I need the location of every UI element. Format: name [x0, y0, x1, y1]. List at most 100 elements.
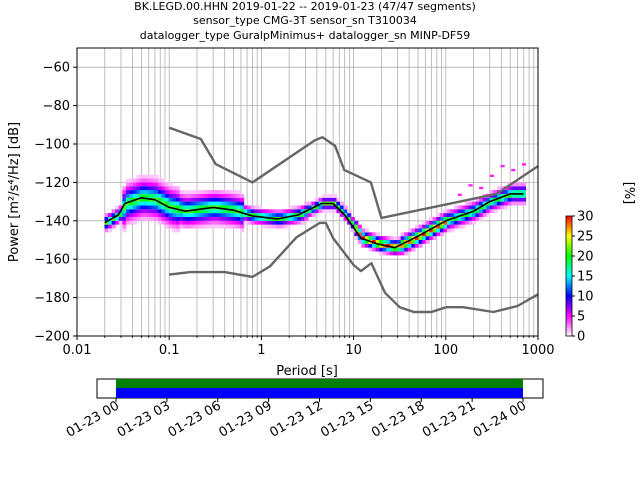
density-cell — [218, 201, 223, 206]
density-cell — [439, 228, 445, 233]
density-cell — [158, 190, 163, 194]
density-cell — [122, 220, 127, 225]
density-cell — [518, 182, 523, 187]
density-cell — [386, 251, 391, 256]
density-cell — [439, 216, 445, 221]
density-cell — [257, 220, 263, 225]
density-cell — [140, 182, 145, 187]
density-cell — [404, 232, 409, 237]
density-cell — [518, 193, 523, 198]
density-cell — [125, 213, 131, 217]
density-cell — [143, 216, 148, 221]
density-cell — [339, 201, 345, 206]
density-cell — [236, 213, 241, 217]
density-cell — [468, 184, 473, 187]
density-cell — [147, 193, 152, 198]
density-cell — [454, 220, 459, 225]
density-cell — [140, 209, 145, 214]
density-cell — [443, 209, 448, 214]
density-cell — [418, 240, 423, 244]
density-cell — [443, 220, 448, 225]
density-cell — [232, 193, 238, 198]
density-cell — [118, 216, 123, 221]
density-cell — [218, 213, 223, 217]
density-cell — [375, 232, 380, 237]
density-cell — [450, 224, 455, 229]
density-cell — [222, 224, 227, 229]
density-cell — [261, 216, 266, 221]
density-cell — [168, 193, 173, 198]
density-cell — [129, 190, 134, 194]
density-cell — [293, 220, 298, 225]
density-cell — [182, 224, 188, 229]
density-cell — [457, 216, 462, 221]
density-cell — [122, 193, 127, 198]
density-cell — [379, 251, 384, 256]
density-cell — [200, 190, 205, 194]
density-cell — [425, 224, 430, 229]
colorbar-gradient — [565, 215, 573, 337]
density-cell — [504, 205, 509, 210]
density-cell — [207, 216, 213, 221]
density-cell — [475, 201, 480, 206]
density-cell — [272, 209, 277, 214]
y-tick-label: −100 — [34, 138, 70, 153]
density-cell — [104, 224, 109, 229]
density-cell — [118, 213, 123, 217]
density-cell — [186, 205, 191, 210]
density-cell — [468, 205, 473, 210]
density-cell — [122, 197, 127, 202]
density-cell — [339, 213, 345, 217]
density-cell — [386, 236, 391, 240]
density-cell — [190, 224, 195, 229]
density-cell — [240, 197, 245, 202]
density-cell — [215, 193, 220, 198]
density-cell — [343, 209, 348, 214]
density-cell — [486, 201, 491, 206]
density-cell — [133, 186, 138, 191]
density-cell — [175, 216, 181, 221]
density-cell — [143, 213, 148, 217]
plot-frame — [76, 47, 539, 337]
density-cell — [133, 178, 138, 183]
density-cell — [361, 228, 366, 233]
density-cell — [507, 201, 512, 206]
density-cell — [229, 213, 234, 217]
density-cell — [129, 178, 134, 183]
density-cell — [182, 193, 188, 198]
density-cell — [143, 178, 148, 183]
density-cell — [375, 243, 380, 248]
density-cell — [229, 193, 234, 198]
density-cell — [125, 201, 131, 206]
density-cell — [172, 190, 177, 194]
density-cell — [140, 216, 145, 221]
density-cell — [218, 197, 223, 202]
density-cell — [147, 174, 152, 179]
density-cell — [479, 197, 484, 202]
density-cell — [240, 220, 245, 225]
density-cell — [222, 197, 227, 202]
density-cell — [186, 213, 191, 217]
density-cell — [179, 190, 184, 194]
y-tick-label: −140 — [34, 214, 70, 229]
density-cell — [190, 205, 195, 210]
density-cell — [225, 190, 230, 194]
density-cell — [357, 224, 362, 229]
density-cell — [279, 209, 284, 214]
density-cell — [447, 209, 452, 214]
density-cell — [500, 197, 505, 202]
density-cell — [222, 205, 227, 210]
density-cell — [357, 232, 362, 237]
density-cell — [464, 220, 470, 225]
density-cell — [190, 190, 195, 194]
density-cell — [179, 205, 184, 210]
density-cell — [158, 182, 163, 187]
timeline-tick-label: 01-23 15 — [318, 398, 376, 440]
timeline-tick-label: 01-23 18 — [369, 398, 427, 440]
density-cell — [175, 201, 181, 206]
density-cell — [222, 190, 227, 194]
density-cell — [140, 205, 145, 210]
density-cell — [165, 197, 170, 202]
density-cell — [272, 213, 277, 217]
density-cell — [314, 205, 320, 210]
